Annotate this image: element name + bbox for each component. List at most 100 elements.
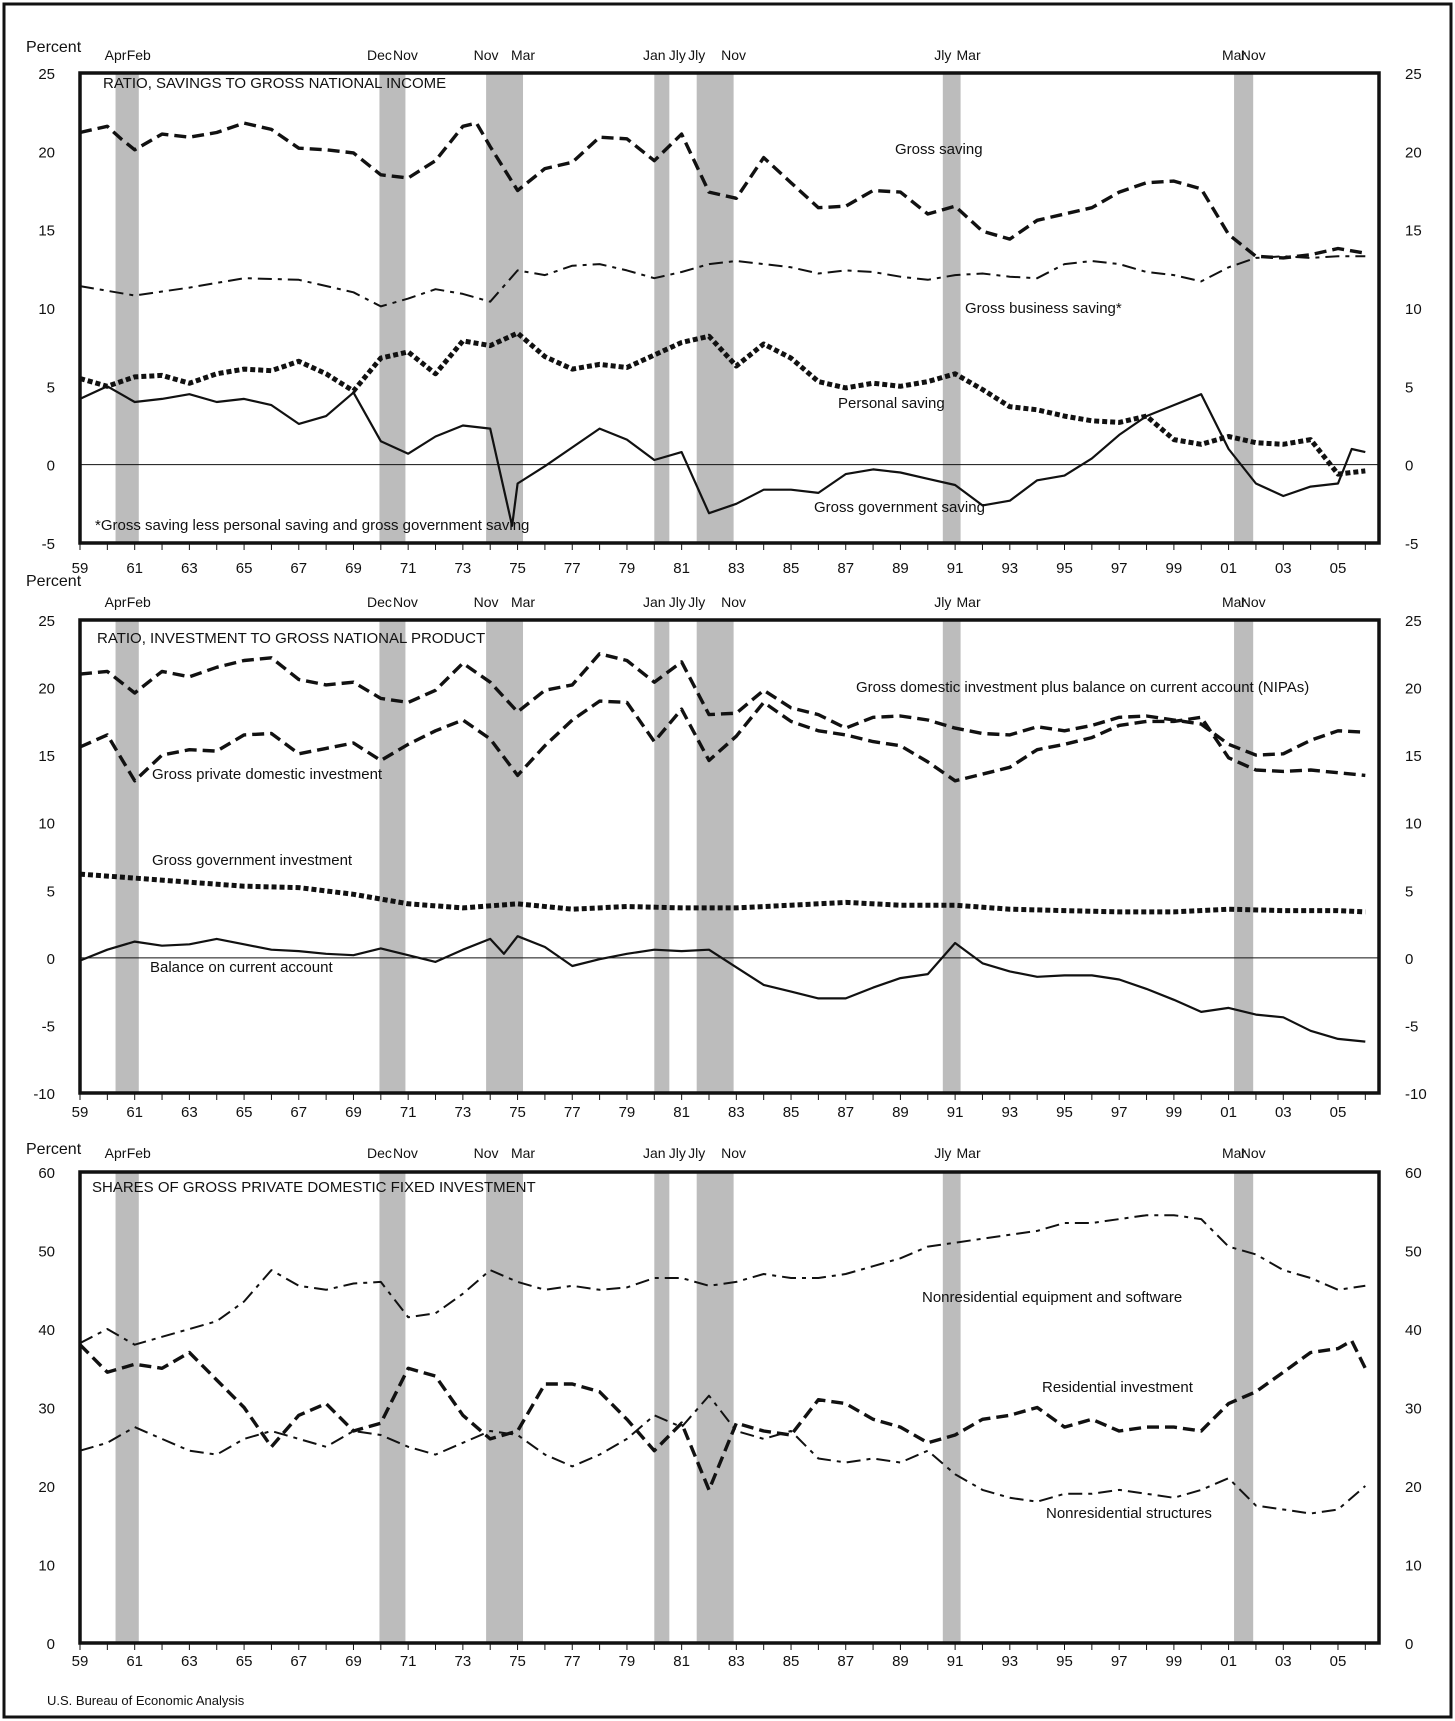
panel-footnote: *Gross saving less personal saving and g… [95, 517, 529, 534]
x-tick-label: 87 [837, 1653, 854, 1670]
recession-start-label: Jly [688, 1145, 705, 1161]
y-tick-label-right: 10 [1405, 816, 1422, 833]
y-tick-label-left: 50 [38, 1244, 55, 1261]
recession-end-label: Mar [511, 1145, 535, 1161]
x-tick-label: 65 [236, 560, 253, 577]
series-label: Gross government saving [814, 499, 985, 516]
recession-start-label: Jly [934, 594, 951, 610]
x-tick-label: 03 [1275, 560, 1292, 577]
x-tick-label: 93 [1001, 1653, 1018, 1670]
y-tick-label-right: 10 [1405, 1558, 1422, 1575]
recession-end-label: Mar [511, 47, 535, 63]
recession-band [115, 1172, 139, 1643]
recession-start-label: Jly [688, 47, 705, 63]
x-tick-label: 71 [400, 560, 417, 577]
recession-band [942, 73, 961, 543]
x-tick-label: 63 [181, 1653, 198, 1670]
series-label: Gross saving [895, 141, 983, 158]
x-tick-label: 67 [290, 560, 307, 577]
x-tick-label: 73 [455, 560, 472, 577]
series-label: Personal saving [838, 395, 945, 412]
x-tick-label: 87 [837, 1104, 854, 1121]
x-tick-label: 63 [181, 1104, 198, 1121]
y-tick-label-left: 25 [38, 66, 55, 83]
x-tick-label: 67 [290, 1653, 307, 1670]
series-line-1-2 [79, 255, 1366, 308]
x-tick-label: 77 [564, 560, 581, 577]
y-tick-label-left: 15 [38, 748, 55, 765]
y-tick-label-left: 10 [38, 301, 55, 318]
x-tick-label: 85 [783, 560, 800, 577]
recession-start-label: Dec [367, 594, 392, 610]
x-tick-label: 81 [673, 1104, 690, 1121]
x-tick-label: 89 [892, 1104, 909, 1121]
x-tick-label: 79 [619, 1653, 636, 1670]
series-label: Residential investment [1042, 1379, 1194, 1396]
series-label: Balance on current account [150, 959, 333, 976]
series-label: Gross private domestic investment [152, 766, 383, 783]
recession-end-label: Nov [393, 594, 418, 610]
x-tick-label: 61 [126, 1653, 143, 1670]
y-tick-label-left: -5 [42, 1018, 55, 1035]
series-line-2-4 [79, 935, 1366, 1043]
x-tick-label: 69 [345, 1104, 362, 1121]
x-tick-label: 75 [509, 560, 526, 577]
recession-end-label: Nov [1241, 47, 1266, 63]
x-tick-label: 05 [1330, 1653, 1347, 1670]
y-tick-label-left: 0 [47, 1636, 55, 1653]
recession-end-label: Feb [127, 1145, 151, 1161]
x-tick-label: 77 [564, 1104, 581, 1121]
recession-band [115, 73, 139, 543]
recession-start-label: Apr [105, 1145, 127, 1161]
x-tick-label: 61 [126, 1104, 143, 1121]
y-tick-label-right: 60 [1405, 1165, 1422, 1182]
series-line-3-3 [79, 1394, 1366, 1515]
y-tick-label-left: 0 [47, 951, 55, 968]
recession-band [486, 620, 524, 1093]
x-tick-label: 73 [455, 1104, 472, 1121]
recession-start-label: Nov [474, 594, 499, 610]
recession-end-label: Nov [1241, 1145, 1266, 1161]
x-tick-label: 89 [892, 1653, 909, 1670]
x-tick-label: 93 [1001, 560, 1018, 577]
series-line-2-2 [79, 699, 1366, 783]
recession-band [1234, 620, 1254, 1093]
recession-start-label: Jly [934, 1145, 951, 1161]
recession-start-label: Jan [643, 594, 666, 610]
y-tick-label-right: 15 [1405, 223, 1422, 240]
x-tick-label: 75 [509, 1104, 526, 1121]
recession-start-label: Nov [474, 1145, 499, 1161]
y-tick-label-left: -5 [42, 536, 55, 553]
recession-band [379, 73, 406, 543]
recession-start-label: Apr [105, 47, 127, 63]
y-tick-label-right: 20 [1405, 144, 1422, 161]
recession-start-label: Apr [105, 594, 127, 610]
plot-frame [78, 71, 1381, 545]
y-tick-label-left: -10 [33, 1086, 55, 1103]
recession-band [942, 1172, 961, 1643]
x-tick-label: 65 [236, 1653, 253, 1670]
recession-band [1234, 1172, 1254, 1643]
y-tick-label-right: 20 [1405, 681, 1422, 698]
y-axis-label: Percent [26, 1141, 82, 1158]
y-tick-label-right: 5 [1405, 379, 1413, 396]
panel-title: RATIO, INVESTMENT TO GROSS NATIONAL PROD… [97, 630, 485, 647]
recession-end-label: Mar [511, 594, 535, 610]
y-axis-label: Percent [26, 573, 82, 590]
x-tick-label: 77 [564, 1653, 581, 1670]
y-tick-label-left: 25 [38, 613, 55, 630]
x-tick-label: 97 [1111, 560, 1128, 577]
recession-band [654, 1172, 670, 1643]
x-tick-label: 91 [947, 560, 964, 577]
recession-band [696, 73, 734, 543]
y-tick-label-right: 20 [1405, 1479, 1422, 1496]
recession-end-label: Mar [957, 47, 981, 63]
recession-band [654, 620, 670, 1093]
x-tick-label: 99 [1166, 1104, 1183, 1121]
x-tick-label: 71 [400, 1653, 417, 1670]
series-label: Nonresidential equipment and software [922, 1289, 1182, 1306]
x-tick-label: 79 [619, 1104, 636, 1121]
x-tick-label: 95 [1056, 560, 1073, 577]
x-tick-label: 81 [673, 560, 690, 577]
